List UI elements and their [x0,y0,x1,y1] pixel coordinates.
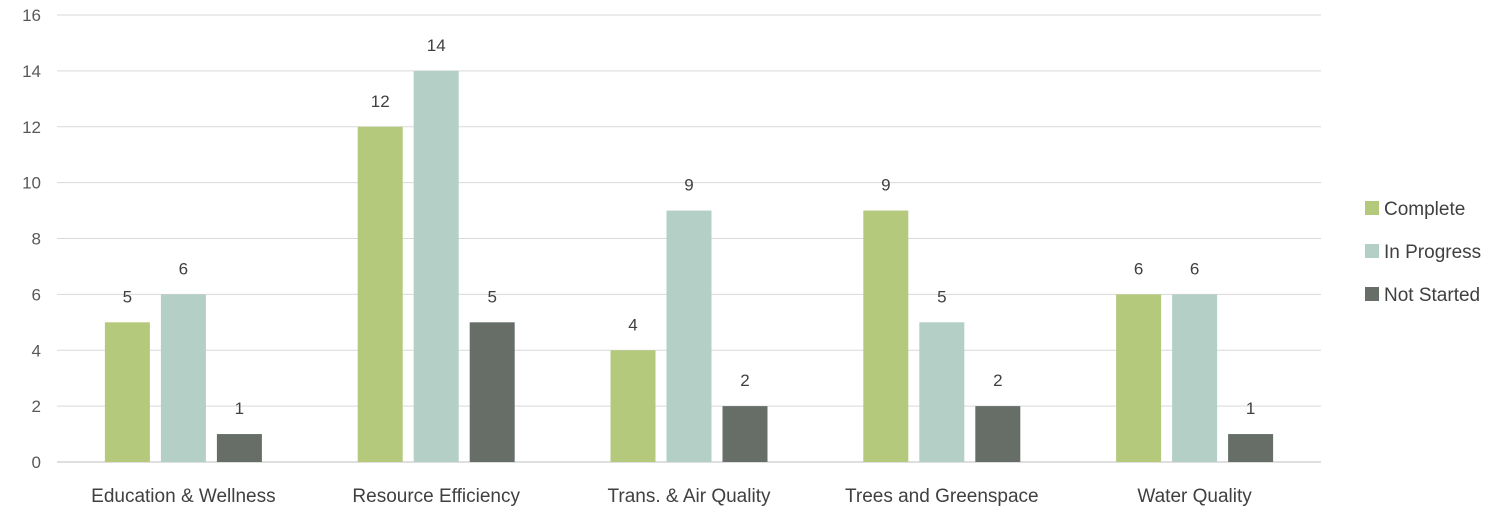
bar [1172,294,1218,462]
bar [666,210,712,462]
bar [1228,434,1274,462]
data-label: 2 [993,371,1002,390]
bar [863,210,909,462]
bar [469,322,515,462]
y-tick-label: 6 [32,285,41,304]
y-tick-label: 4 [32,341,41,360]
x-tick-label: Trees and Greenspace [845,486,1039,507]
y-tick-label: 2 [32,397,41,416]
y-tick-label: 8 [32,230,41,249]
bar [160,294,206,462]
data-label: 5 [487,287,496,306]
y-tick-label: 12 [22,118,41,137]
legend-label: Not Started [1384,285,1480,306]
legend-item: In Progress [1365,242,1481,263]
legend-item: Not Started [1365,285,1480,306]
y-tick-label: 14 [22,62,41,81]
y-tick-label: 10 [22,174,41,193]
data-label: 14 [427,36,446,55]
legend-swatch [1365,244,1379,258]
legend-swatch [1365,287,1379,301]
x-tick-label: Education & Wellness [91,486,275,507]
y-tick-label: 16 [22,6,41,25]
data-label: 4 [628,315,637,334]
legend: Complete In Progress Not Started [1365,199,1481,306]
bar [975,406,1021,462]
legend-label: Complete [1384,199,1465,220]
bars [104,70,1274,462]
x-tick-label: Resource Efficiency [352,486,520,507]
bar [919,322,965,462]
bar [216,434,262,462]
legend-item: Complete [1365,199,1465,220]
data-label: 6 [179,259,188,278]
data-label: 12 [371,92,390,111]
legend-label: In Progress [1384,242,1481,263]
data-label: 5 [937,287,946,306]
bar [413,70,459,462]
data-label: 9 [684,176,693,195]
x-tick-label: Trans. & Air Quality [608,486,771,507]
data-label: 9 [881,176,890,195]
y-tick-label: 0 [32,453,41,472]
bar [722,406,768,462]
x-tick-label: Water Quality [1137,486,1252,507]
bar [357,126,403,462]
data-label: 2 [740,371,749,390]
data-label: 5 [123,287,132,306]
y-axis: 0 2 4 6 8 10 12 14 16 [22,6,41,472]
bar [1116,294,1162,462]
data-label: 1 [1246,399,1255,418]
data-label: 6 [1190,259,1199,278]
bar [610,350,656,462]
bar [104,322,150,462]
data-label: 1 [235,399,244,418]
data-label: 6 [1134,259,1143,278]
legend-swatch [1365,201,1379,215]
x-axis: Education & Wellness Resource Efficiency T… [91,486,1252,507]
data-labels: 5 6 1 12 14 5 4 9 2 9 5 2 6 6 1 [123,36,1256,418]
